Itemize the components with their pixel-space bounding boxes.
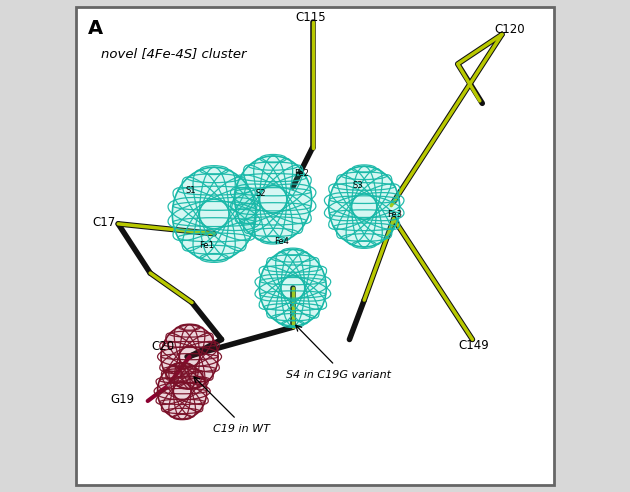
- Text: S3: S3: [353, 182, 364, 190]
- Text: novel [4Fe-4S] cluster: novel [4Fe-4S] cluster: [101, 47, 246, 60]
- Text: S4 in C19G variant: S4 in C19G variant: [286, 370, 391, 380]
- Text: S1: S1: [186, 186, 197, 195]
- Ellipse shape: [158, 363, 207, 419]
- Text: C120: C120: [494, 23, 525, 36]
- Text: C17: C17: [93, 216, 116, 229]
- Text: S2: S2: [256, 189, 266, 198]
- Text: Fe2: Fe2: [294, 169, 309, 178]
- Text: Fe4: Fe4: [274, 237, 289, 246]
- Text: Fe3: Fe3: [387, 210, 402, 218]
- Text: G19: G19: [110, 393, 134, 406]
- Text: C20: C20: [151, 340, 174, 353]
- Ellipse shape: [173, 167, 256, 261]
- Text: A: A: [88, 19, 103, 38]
- Ellipse shape: [260, 249, 326, 326]
- Text: C149: C149: [458, 339, 489, 352]
- Text: Fe1: Fe1: [199, 241, 214, 249]
- Ellipse shape: [329, 166, 399, 247]
- Ellipse shape: [161, 325, 218, 389]
- Text: C19 in WT: C19 in WT: [213, 424, 270, 434]
- Ellipse shape: [235, 156, 312, 243]
- Text: C115: C115: [295, 11, 326, 24]
